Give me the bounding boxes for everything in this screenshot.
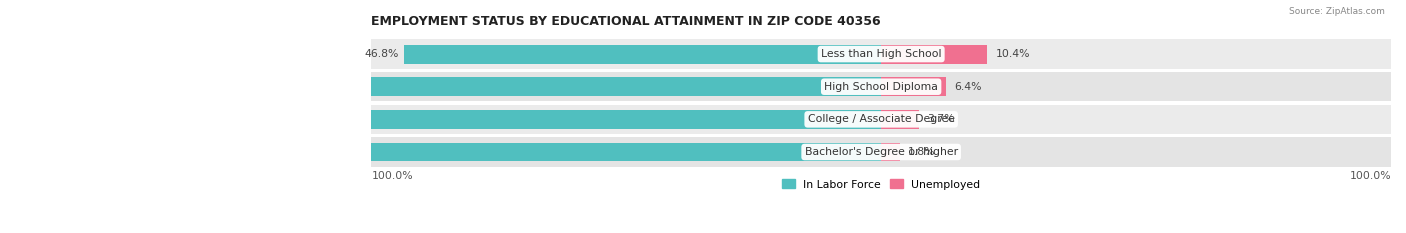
Bar: [882, 77, 946, 96]
Bar: [882, 143, 900, 161]
Bar: [371, 137, 1391, 167]
Text: 46.8%: 46.8%: [364, 49, 399, 59]
Bar: [371, 105, 1391, 134]
Text: 100.0%: 100.0%: [1350, 171, 1391, 181]
Text: Bachelor's Degree or higher: Bachelor's Degree or higher: [804, 147, 957, 157]
Bar: [173, 77, 882, 96]
Text: 3.7%: 3.7%: [927, 114, 955, 124]
Text: 100.0%: 100.0%: [371, 171, 413, 181]
Text: Source: ZipAtlas.com: Source: ZipAtlas.com: [1289, 7, 1385, 16]
Bar: [882, 110, 920, 129]
Text: 80.9%: 80.9%: [72, 114, 110, 124]
Text: College / Associate Degree: College / Associate Degree: [807, 114, 955, 124]
Text: Less than High School: Less than High School: [821, 49, 942, 59]
Legend: In Labor Force, Unemployed: In Labor Force, Unemployed: [778, 175, 986, 194]
Text: 1.8%: 1.8%: [908, 147, 935, 157]
Bar: [882, 45, 987, 64]
Text: EMPLOYMENT STATUS BY EDUCATIONAL ATTAINMENT IN ZIP CODE 40356: EMPLOYMENT STATUS BY EDUCATIONAL ATTAINM…: [371, 15, 882, 28]
Bar: [371, 39, 1391, 69]
Text: 84.2%: 84.2%: [38, 147, 76, 157]
Bar: [56, 110, 882, 129]
Text: 69.5%: 69.5%: [188, 82, 225, 92]
Text: 10.4%: 10.4%: [995, 49, 1029, 59]
Text: High School Diploma: High School Diploma: [824, 82, 938, 92]
Bar: [371, 72, 1391, 101]
Text: 6.4%: 6.4%: [955, 82, 981, 92]
Bar: [404, 45, 882, 64]
Bar: [22, 143, 882, 161]
